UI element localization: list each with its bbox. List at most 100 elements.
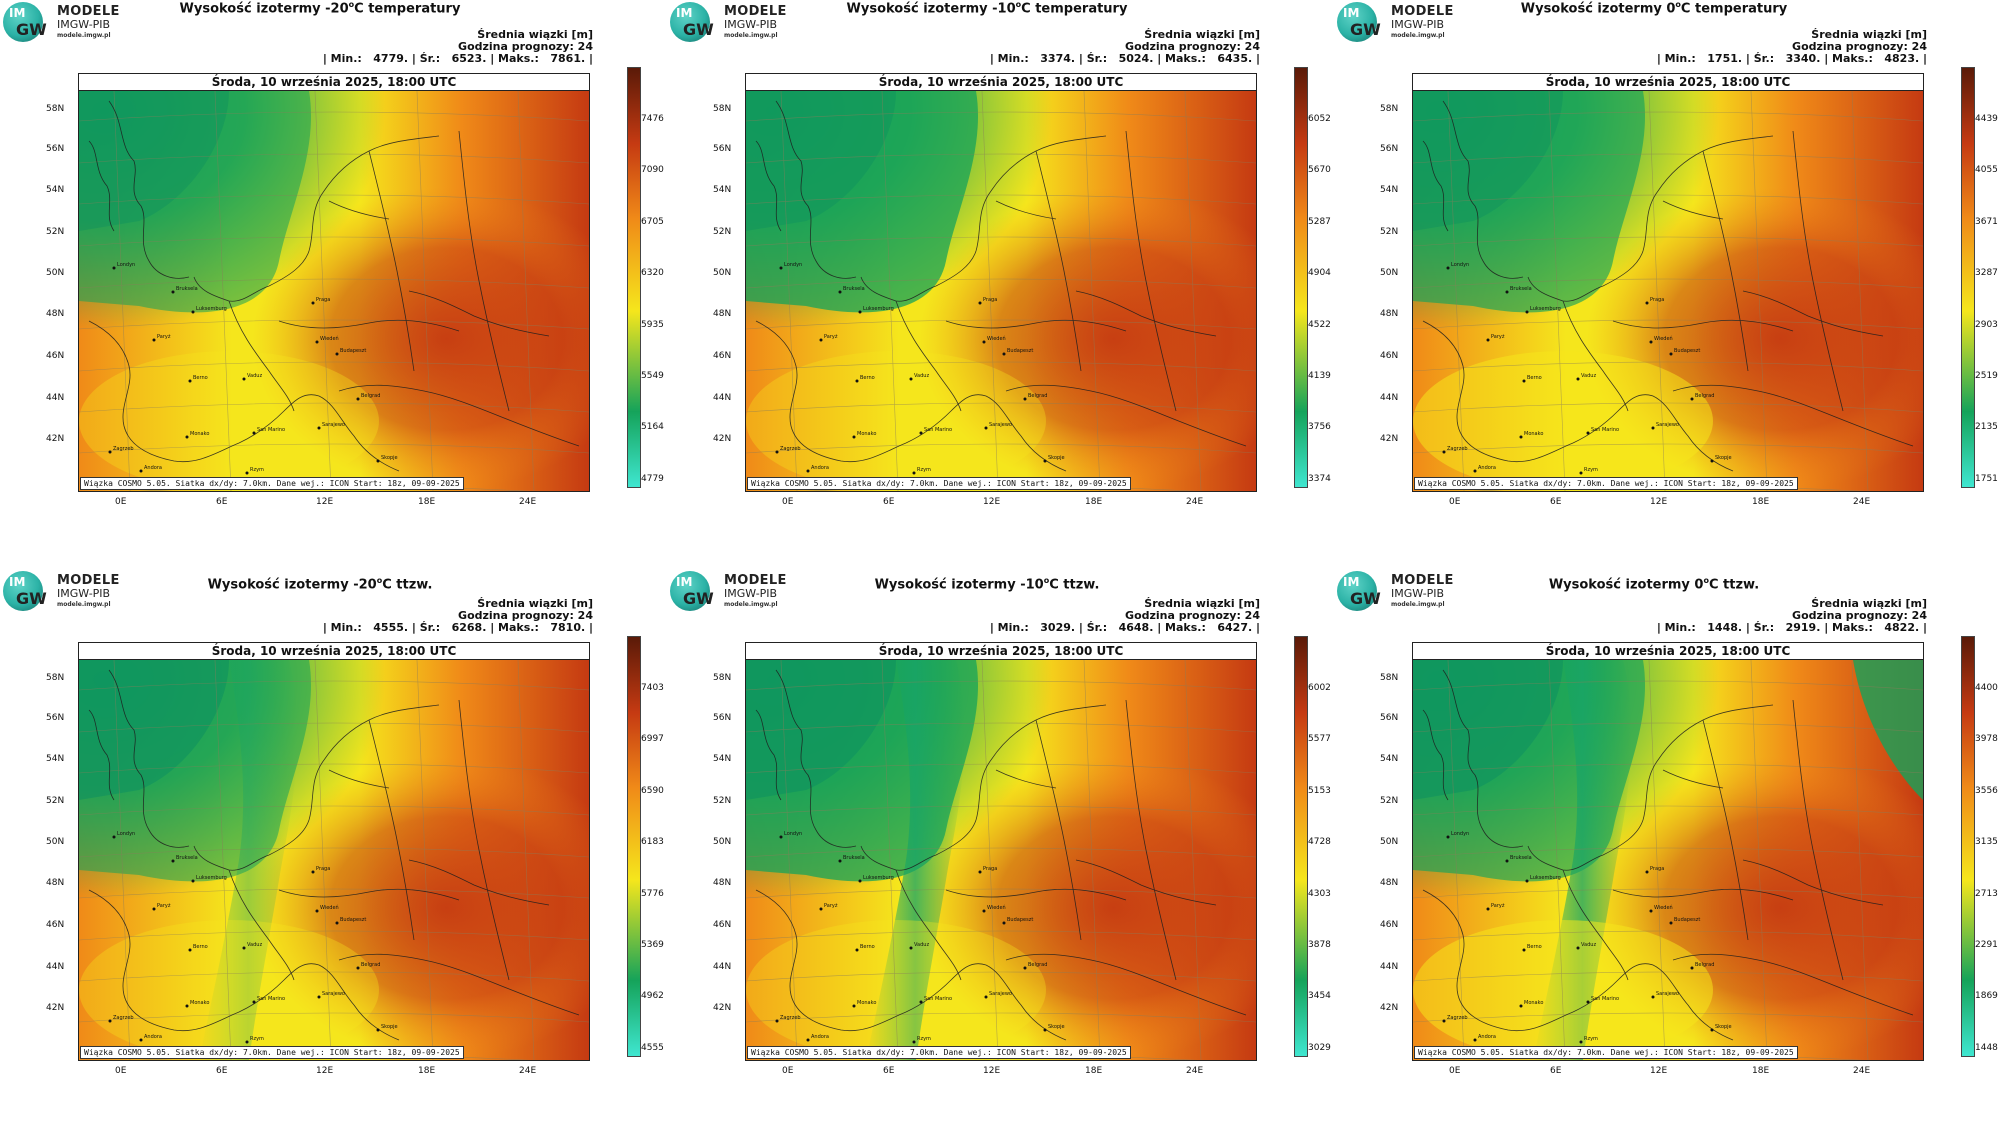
imgw-logo: IM GW MODELE IMGW-PIB modele.imgw.pl — [1337, 571, 1487, 613]
city-marker — [855, 379, 859, 383]
city-marker — [984, 995, 988, 999]
lat-tick-label: 54N — [46, 185, 65, 195]
map-frame: Środa, 10 września 2025, 18:00 UTC — [78, 642, 590, 1061]
city-marker — [191, 879, 195, 883]
city-label: Vaduz — [914, 373, 929, 379]
city-label: Belgrad — [361, 393, 380, 399]
city-marker — [909, 377, 913, 381]
lat-tick-label: 56N — [713, 144, 732, 154]
city-marker — [855, 948, 859, 952]
color-scale-label: 5287 — [1308, 216, 1331, 227]
city-marker — [356, 397, 360, 401]
color-scale-label: 2713 — [1975, 888, 1998, 899]
city-marker — [1522, 948, 1526, 952]
city-marker — [1649, 340, 1653, 344]
city-marker — [909, 946, 913, 950]
lon-tick-label: 0E — [782, 1066, 794, 1076]
city-marker — [1043, 459, 1047, 463]
lat-tick-label: 58N — [1380, 673, 1399, 683]
color-scale-label: 6590 — [641, 785, 664, 796]
city-label: Budapeszt — [1007, 348, 1033, 354]
color-scale-label: 3878 — [1308, 940, 1331, 950]
city-marker — [139, 1038, 143, 1042]
city-label: Paryż — [824, 334, 838, 340]
city-label: Andora — [144, 1034, 162, 1040]
city-label: Belgrad — [1695, 393, 1714, 399]
city-label: San Marino — [1591, 996, 1619, 1002]
city-marker — [1002, 921, 1006, 925]
title-suffix: C temperatury — [354, 1, 461, 17]
stats-heading: Średnia wiązki [m] — [1811, 28, 1927, 41]
city-label: Skopje — [381, 1024, 398, 1030]
city-label: San Marino — [257, 427, 285, 433]
lon-tick-label: 18E — [418, 1066, 436, 1076]
city-label: Praga — [983, 297, 997, 303]
lat-tick-label: 52N — [46, 796, 65, 806]
city-marker — [819, 907, 823, 911]
title-suffix: C temperatury — [1021, 1, 1128, 17]
city-marker — [315, 909, 319, 913]
city-marker — [1442, 450, 1446, 454]
color-scale-bar — [627, 636, 641, 1057]
city-label: Bruksela — [176, 286, 198, 292]
city-label: Zagrzeb — [1447, 446, 1468, 452]
logo-org: IMGW-PIB — [724, 18, 778, 31]
lat-tick-label: 54N — [46, 754, 65, 764]
color-scale-label: 4055 — [1975, 165, 1998, 176]
city-marker — [139, 469, 143, 473]
lat-tick-label: 50N — [1380, 268, 1399, 278]
city-marker — [858, 879, 862, 883]
city-label: Paryż — [157, 334, 171, 340]
title-prefix: Wysokość izotermy -20 — [179, 1, 349, 17]
city-marker — [112, 835, 116, 839]
map-frame: Środa, 10 września 2025, 18:00 UTC — [1412, 642, 1924, 1061]
lat-tick-label: 44N — [1380, 393, 1399, 403]
city-marker — [1023, 397, 1027, 401]
city-label: San Marino — [257, 996, 285, 1002]
city-label: Praga — [316, 297, 330, 303]
stats-heading: Średnia wiązki [m] — [1144, 597, 1260, 610]
city-marker — [852, 1004, 856, 1008]
lat-tick-label: 44N — [46, 962, 65, 972]
imgw-logo: IM GW MODELE IMGW-PIB modele.imgw.pl — [3, 2, 153, 44]
city-label: Praga — [983, 866, 997, 872]
city-label: Praga — [316, 866, 330, 872]
lon-tick-label: 6E — [1550, 497, 1562, 507]
color-scale-label: 4904 — [1308, 268, 1331, 279]
color-scale-label: 6705 — [641, 216, 664, 227]
city-marker — [984, 426, 988, 430]
valid-date: Środa, 10 września 2025, 18:00 UTC — [79, 643, 589, 660]
city-label: Wiedeń — [320, 904, 339, 911]
title-suffix: C ttzw. — [1708, 577, 1760, 593]
lat-tick-label: 48N — [46, 309, 65, 319]
forecast-panel-1: IM GW MODELE IMGW-PIB modele.imgw.pl Wysokość… — [0, 0, 667, 568]
lon-tick-label: 0E — [115, 1066, 127, 1076]
logo-org: IMGW-PIB — [57, 18, 111, 31]
color-scale-label: 3454 — [1308, 991, 1331, 1002]
city-label: Sarajewo — [1656, 991, 1679, 997]
forecast-hour: Godzina prognozy: 24 — [1125, 609, 1260, 622]
stats-heading: Średnia wiązki [m] — [477, 597, 593, 610]
lat-tick-label: 56N — [46, 144, 65, 154]
city-label: Budapeszt — [1674, 917, 1700, 923]
city-label: Londyn — [1451, 262, 1469, 268]
logo-url: modele.imgw.pl — [1391, 32, 1445, 39]
city-marker — [1669, 352, 1673, 356]
city-label: Skopje — [1048, 455, 1065, 461]
lat-tick-label: 42N — [1380, 434, 1399, 444]
city-label: Andora — [811, 1034, 829, 1040]
city-label: Paryż — [1491, 903, 1505, 909]
stats-block: Średnia wiązki [m] Godzina prognozy: 24 | … — [323, 598, 593, 634]
panel-title: Wysokość izotermy 0oC temperatury — [1484, 0, 1824, 16]
city-label: Luksemburg — [1530, 875, 1561, 881]
city-marker — [1519, 1004, 1523, 1008]
city-marker — [171, 859, 175, 863]
city-marker — [376, 459, 380, 463]
city-marker — [1505, 859, 1509, 863]
logo-badge-bottom: GW — [683, 589, 714, 608]
lat-tick-label: 52N — [46, 227, 65, 237]
city-marker — [108, 1019, 112, 1023]
city-label: Berno — [193, 944, 208, 950]
color-scale-label: 3287 — [1975, 268, 1998, 279]
city-marker — [1486, 907, 1490, 911]
